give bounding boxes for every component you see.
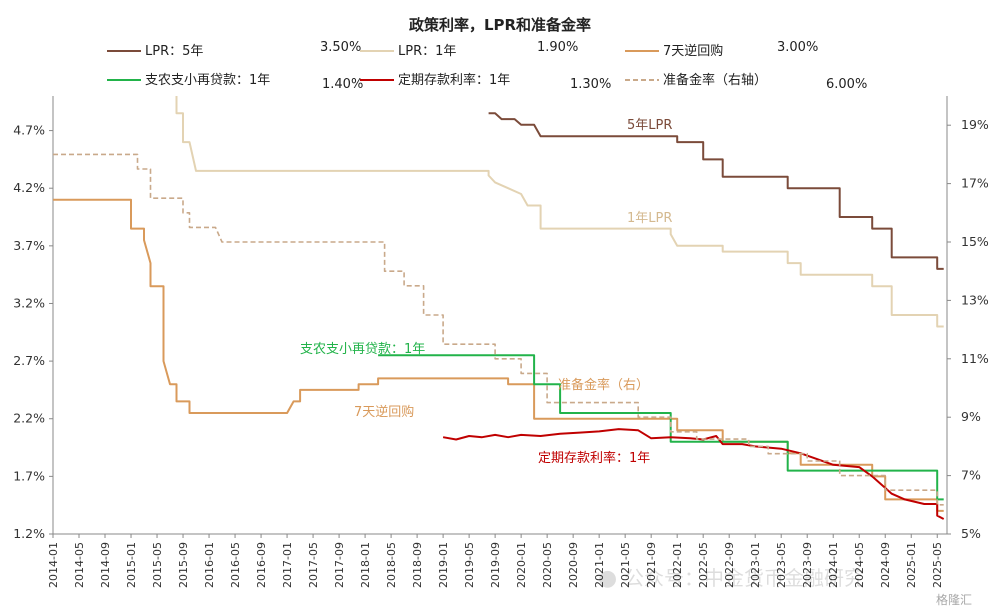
legend-label-4: 定期存款利率：1年 bbox=[398, 72, 510, 88]
y-right-tick-label: 7% bbox=[961, 468, 981, 483]
legend-label-0: LPR：5年 bbox=[145, 44, 203, 59]
annotation-5y-lpr: 5年LPR bbox=[627, 118, 672, 133]
x-tick-label: 2023-05 bbox=[775, 542, 788, 588]
y-left-tick-label: 3.7% bbox=[13, 238, 45, 253]
y-right-tick-label: 13% bbox=[961, 292, 989, 307]
annotation-rrr: 准备金率（右） bbox=[558, 377, 649, 393]
x-tick-label: 2021-01 bbox=[593, 542, 606, 588]
y-right-tick-label: 9% bbox=[961, 409, 981, 424]
watermark-left: 公众号：中金货币金融研究 bbox=[624, 566, 864, 590]
x-tick-label: 2015-05 bbox=[151, 542, 164, 588]
watermark-icon: ● bbox=[598, 566, 617, 591]
legend-value-5: 6.00% bbox=[826, 77, 867, 92]
x-tick-label: 2019-05 bbox=[463, 542, 476, 588]
x-tick-label: 2022-01 bbox=[671, 542, 684, 588]
y-left-tick-label: 4.2% bbox=[13, 180, 45, 195]
y-left-tick-label: 1.7% bbox=[13, 468, 45, 483]
legend-label-3: 支农支小再贷款：1年 bbox=[145, 73, 270, 88]
y-right-tick-label: 5% bbox=[961, 526, 981, 541]
chart-title: 政策利率，LPR和准备金率 bbox=[409, 16, 591, 34]
y-left-ticks: 1.2% 1.7% 2.2% 2.7% 3.2% 3.7% 4.2% 4.7% bbox=[13, 123, 53, 541]
x-tick-label: 2018-01 bbox=[359, 542, 372, 588]
series-lines bbox=[53, 96, 945, 520]
annotation-1y-lpr: 1年LPR bbox=[627, 211, 672, 226]
legend-value-2: 3.00% bbox=[777, 40, 818, 55]
legend-value-1: 1.90% bbox=[537, 40, 578, 55]
y-left-tick-label: 2.2% bbox=[13, 411, 45, 426]
x-tick-label: 2014-01 bbox=[47, 542, 60, 588]
x-tick-label: 2020-01 bbox=[515, 542, 528, 588]
annotations: 5年LPR 1年LPR 支农支小再贷款：1年 准备金率（右） 7天逆回购 定期存… bbox=[300, 118, 672, 466]
legend-value-0: 3.50% bbox=[320, 40, 361, 55]
x-tick-label: 2024-09 bbox=[879, 542, 892, 588]
legend-label-5: 准备金率（右轴） bbox=[663, 72, 767, 88]
x-tick-label: 2020-09 bbox=[567, 542, 580, 588]
legend-value-3: 1.40% bbox=[322, 77, 363, 92]
legend: LPR：5年 3.50% LPR：1年 1.90% 7天逆回购 3.00% 支农支小再贷款：… bbox=[107, 40, 867, 92]
series-line-0 bbox=[488, 112, 944, 270]
y-right-ticks: 5% 7% 9% 11% 13% 15% 17% 19% bbox=[947, 117, 989, 541]
watermark-right: 格隆汇 bbox=[936, 592, 972, 607]
x-tick-label: 2024-01 bbox=[827, 542, 840, 588]
watermark: ● 公众号：中金货币金融研究 格隆汇 bbox=[598, 566, 972, 607]
y-right-tick-label: 17% bbox=[961, 176, 989, 191]
y-left-tick-label: 4.7% bbox=[13, 123, 45, 138]
x-ticks: 2014-01 2014-05 2014-09 2015-01 2015-05 2015-… bbox=[47, 534, 944, 588]
x-tick-label: 2017-05 bbox=[307, 542, 320, 588]
x-tick-label: 2014-09 bbox=[99, 542, 112, 588]
x-tick-label: 2016-05 bbox=[229, 542, 242, 588]
annotation-relending: 支农支小再贷款：1年 bbox=[300, 342, 425, 357]
x-tick-label: 2018-09 bbox=[411, 542, 424, 588]
x-tick-label: 2019-09 bbox=[489, 542, 502, 588]
x-tick-label: 2014-05 bbox=[73, 542, 86, 588]
series-line-3 bbox=[378, 354, 944, 501]
x-tick-label: 2022-09 bbox=[723, 542, 736, 588]
y-left-tick-label: 1.2% bbox=[13, 526, 45, 541]
x-tick-label: 2025-05 bbox=[931, 542, 944, 588]
x-tick-label: 2016-09 bbox=[255, 542, 268, 588]
legend-label-2: 7天逆回购 bbox=[663, 43, 723, 59]
annotation-reverse-repo: 7天逆回购 bbox=[354, 404, 414, 420]
series-line-1 bbox=[175, 96, 944, 328]
y-right-tick-label: 19% bbox=[961, 117, 989, 132]
x-tick-label: 2015-01 bbox=[125, 542, 138, 588]
x-tick-label: 2025-01 bbox=[905, 542, 918, 588]
x-tick-label: 2021-05 bbox=[619, 542, 632, 588]
x-tick-label: 2018-05 bbox=[385, 542, 398, 588]
x-tick-label: 2022-05 bbox=[697, 542, 710, 588]
series-line-5 bbox=[53, 153, 944, 506]
axes bbox=[52, 96, 948, 535]
y-right-tick-label: 15% bbox=[961, 234, 989, 249]
y-left-tick-label: 2.7% bbox=[13, 353, 45, 368]
x-tick-label: 2024-05 bbox=[853, 542, 866, 588]
series-line-2 bbox=[53, 198, 944, 512]
x-tick-label: 2017-09 bbox=[333, 542, 346, 588]
y-right-tick-label: 11% bbox=[961, 351, 989, 366]
x-tick-label: 2016-01 bbox=[203, 542, 216, 588]
x-tick-label: 2023-09 bbox=[801, 542, 814, 588]
y-left-tick-label: 3.2% bbox=[13, 295, 45, 310]
legend-value-4: 1.30% bbox=[570, 77, 611, 92]
x-tick-label: 2020-05 bbox=[541, 542, 554, 588]
x-tick-label: 2017-01 bbox=[281, 542, 294, 588]
annotation-deposit-rate: 定期存款利率：1年 bbox=[538, 450, 650, 466]
x-tick-label: 2021-09 bbox=[645, 542, 658, 588]
x-tick-label: 2015-09 bbox=[177, 542, 190, 588]
x-tick-label: 2019-01 bbox=[437, 542, 450, 588]
legend-label-1: LPR：1年 bbox=[398, 44, 456, 59]
x-tick-label: 2023-01 bbox=[749, 542, 762, 588]
